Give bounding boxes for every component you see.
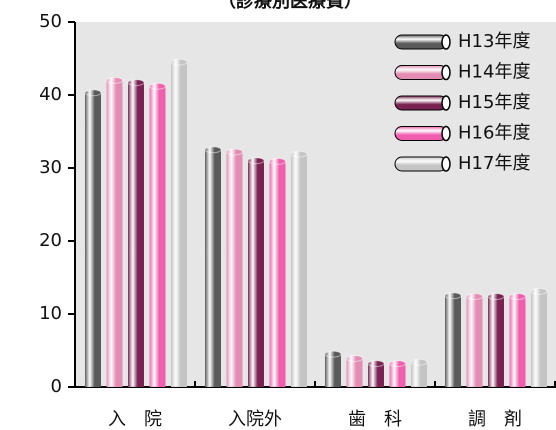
bar-top bbox=[324, 350, 342, 358]
bar bbox=[466, 296, 483, 387]
legend-swatch-end bbox=[441, 125, 451, 142]
bar bbox=[106, 80, 123, 388]
legend-swatch bbox=[394, 95, 448, 111]
legend-swatch bbox=[394, 65, 448, 80]
bar bbox=[445, 295, 461, 387]
bar bbox=[85, 92, 101, 387]
bar-top bbox=[149, 82, 166, 90]
bar-top bbox=[84, 89, 102, 97]
y-tick-label: 30 bbox=[39, 157, 62, 178]
bar-top bbox=[389, 360, 406, 368]
bar-top bbox=[127, 79, 145, 87]
bar-top bbox=[247, 157, 265, 165]
y-tick-label: 20 bbox=[39, 230, 62, 251]
bar-top bbox=[509, 292, 526, 300]
bar-top bbox=[170, 58, 188, 66]
bar bbox=[205, 149, 221, 387]
bar-top bbox=[444, 292, 462, 300]
bar bbox=[411, 362, 427, 387]
chart-title: （診療別医療費） bbox=[218, 0, 362, 12]
legend-swatch-end bbox=[441, 95, 451, 111]
bar bbox=[226, 151, 243, 387]
bar bbox=[325, 354, 341, 387]
bar-top bbox=[226, 148, 243, 156]
legend-label: H15年度 bbox=[458, 92, 530, 113]
bar-top bbox=[410, 358, 428, 366]
x-tick-label: 入 院 bbox=[108, 409, 162, 430]
bar-top bbox=[487, 292, 505, 300]
legend-swatch bbox=[394, 126, 448, 141]
bar-top bbox=[367, 360, 385, 368]
legend-label: H16年度 bbox=[458, 123, 530, 144]
bar bbox=[346, 358, 363, 387]
bar-top bbox=[106, 76, 123, 84]
bar bbox=[488, 296, 504, 387]
legend-swatch bbox=[394, 34, 448, 50]
bar bbox=[509, 296, 526, 387]
bar bbox=[149, 86, 166, 388]
bar bbox=[291, 154, 307, 387]
y-tick-label: 0 bbox=[51, 376, 62, 397]
bar-top bbox=[466, 292, 483, 300]
legend-label: H14年度 bbox=[458, 62, 530, 83]
legend-label: H13年度 bbox=[458, 31, 530, 52]
legend-label: H17年度 bbox=[458, 153, 530, 174]
bar bbox=[269, 161, 286, 387]
x-tick-label: 調 剤 bbox=[468, 409, 522, 430]
bar bbox=[389, 363, 406, 387]
legend-swatch-end bbox=[441, 64, 451, 81]
y-tick-label: 40 bbox=[39, 84, 62, 105]
y-tick-label: 50 bbox=[39, 11, 62, 32]
bar-top bbox=[204, 146, 222, 154]
y-tick-label: 10 bbox=[39, 303, 62, 324]
bar bbox=[128, 82, 144, 387]
bar-top bbox=[530, 287, 548, 295]
x-tick-label: 歯 科 bbox=[348, 409, 402, 430]
bar bbox=[248, 160, 264, 387]
legend-swatch bbox=[394, 156, 448, 172]
bar-top bbox=[346, 355, 363, 363]
legend-swatch-end bbox=[441, 156, 451, 172]
bar bbox=[171, 62, 187, 388]
bar-top bbox=[290, 150, 308, 158]
bar-top bbox=[269, 157, 286, 165]
x-tick-label: 入院外 bbox=[228, 409, 282, 430]
bar bbox=[368, 363, 384, 387]
bar bbox=[531, 291, 547, 387]
legend-swatch-end bbox=[441, 34, 451, 50]
